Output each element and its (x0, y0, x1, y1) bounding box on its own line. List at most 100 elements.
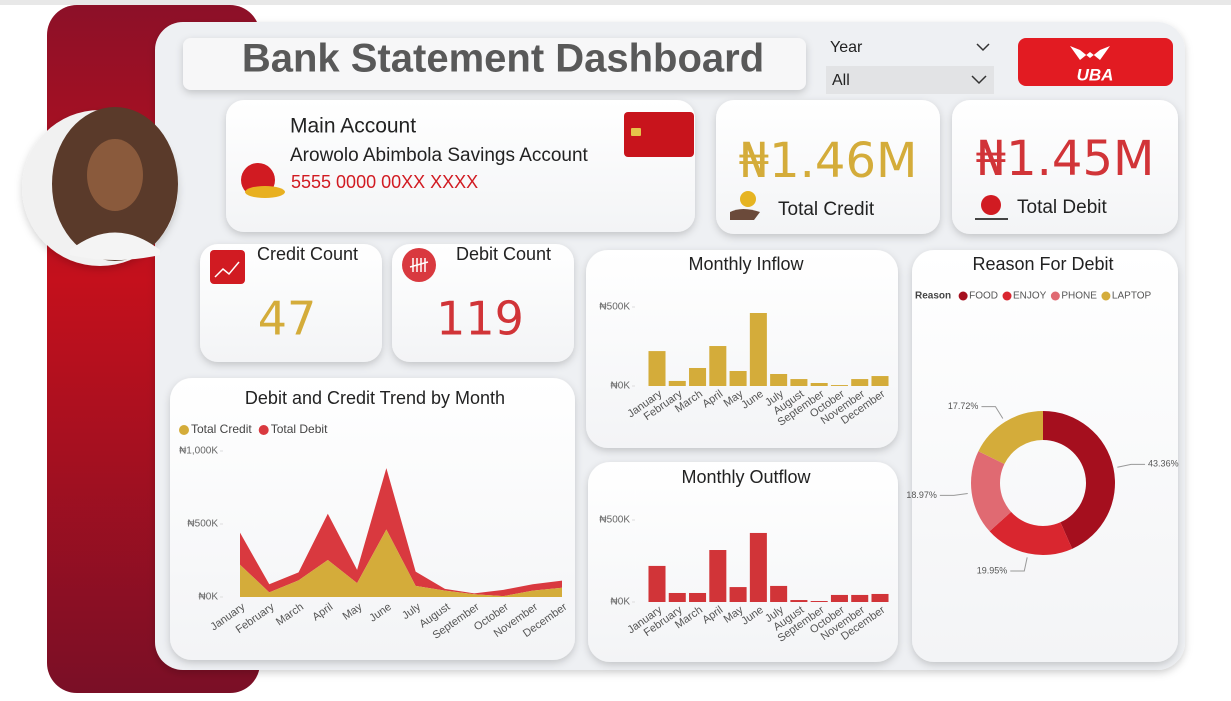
dashboard-title: Bank Statement Dashboard (242, 37, 764, 81)
legend-swatch (958, 291, 968, 301)
bar (729, 587, 747, 602)
leader-line (1117, 463, 1146, 468)
bar (709, 550, 727, 602)
chart-icon-line (214, 261, 240, 278)
slicer-label: Year (830, 39, 863, 56)
bar (729, 370, 747, 386)
coins-icon (245, 186, 285, 198)
bag-icon (981, 195, 1001, 215)
kpi-value: ₦1.46M (739, 133, 918, 189)
donut-slice (978, 411, 1043, 465)
kpi-card (716, 100, 940, 234)
leader-line (939, 493, 968, 496)
account-number: 5555 0000 00XX XXXX (291, 172, 478, 192)
bar (749, 532, 767, 602)
kpi-value: ₦1.45M (976, 131, 1155, 187)
tally-marks (409, 258, 429, 272)
chart-card (912, 250, 1178, 662)
y-tick-label: ₦500K (599, 302, 630, 313)
account-heading: Main Account (290, 115, 416, 138)
bar (668, 592, 686, 602)
top-strip (0, 0, 1231, 5)
legend-swatch (179, 425, 189, 435)
count-card (392, 244, 574, 362)
bar (830, 594, 848, 602)
bar (851, 379, 869, 386)
chevron (971, 75, 987, 85)
legend-label: FOOD (969, 291, 998, 302)
legend-title: Reason (915, 291, 951, 302)
leader-line (1010, 557, 1028, 572)
bar (770, 585, 788, 602)
legend-label: LAPTOP (1112, 291, 1152, 302)
bar (689, 367, 707, 386)
chart-title: Reason For Debit (972, 254, 1113, 274)
bar (648, 351, 666, 386)
data-label: 18.97% (906, 490, 937, 500)
bar (810, 382, 828, 386)
legend-label: PHONE (1061, 291, 1097, 302)
legend-label: Total Debit (271, 422, 328, 436)
chart-title: Debit and Credit Trend by Month (245, 388, 505, 408)
account-card (226, 100, 695, 232)
logo-mark (1070, 46, 1110, 60)
bar (790, 600, 808, 602)
y-tick-label: ₦500K (599, 515, 630, 526)
logo-box (1018, 38, 1173, 86)
count-value: 47 (258, 292, 317, 346)
donut-slice (970, 451, 1012, 532)
chart-card (586, 250, 898, 448)
logo-text: UBA (1077, 65, 1114, 84)
bar (709, 346, 727, 386)
count-label: Credit Count (257, 244, 358, 264)
bar (648, 565, 666, 602)
bar (749, 313, 767, 386)
profile-shirt (70, 232, 160, 260)
chart-title: Monthly Outflow (681, 467, 811, 487)
area (240, 468, 562, 597)
area (240, 529, 562, 597)
bar (830, 385, 848, 386)
data-label: 19.95% (977, 565, 1008, 575)
y-tick-label: ₦0K (199, 592, 219, 603)
legend-swatch (1002, 291, 1012, 301)
y-tick-label: ₦0K (611, 381, 631, 392)
y-tick-label: ₦0K (611, 597, 631, 608)
coin-icon (740, 191, 756, 207)
chevron (976, 43, 990, 52)
profile-face (87, 139, 143, 211)
kpi-card (952, 100, 1178, 234)
legend-label: ENJOY (1013, 291, 1047, 302)
count-label: Debit Count (456, 244, 551, 264)
donut-slice (989, 511, 1073, 555)
chart-card (588, 462, 898, 662)
hand-icon (730, 209, 760, 220)
leader-line (981, 406, 1004, 419)
legend-swatch (1050, 291, 1060, 301)
chart-title: Monthly Inflow (688, 254, 804, 274)
bar (871, 593, 889, 602)
bar (770, 373, 788, 386)
data-label: 43.36% (1148, 459, 1179, 469)
slicer-box[interactable] (826, 66, 994, 94)
bar (810, 601, 828, 602)
legend-swatch (258, 425, 269, 435)
legend-swatch (1101, 291, 1111, 301)
bar (790, 379, 808, 386)
data-label: 17.72% (948, 401, 979, 411)
count-value: 119 (436, 292, 524, 346)
donut-slice (1043, 411, 1115, 549)
card-chip (631, 128, 641, 136)
bar (689, 592, 707, 602)
account-name: Arowolo Abimbola Savings Account (290, 145, 589, 166)
slicer-value[interactable]: All (832, 72, 850, 89)
chart-icon (210, 250, 245, 284)
bar (871, 376, 889, 386)
count-card (200, 244, 382, 362)
legend-label: Total Credit (191, 422, 252, 436)
y-tick-label: ₦500K (187, 519, 218, 530)
kpi-label: Total Debit (1017, 197, 1107, 218)
card-image (624, 112, 694, 157)
bar (851, 594, 869, 602)
